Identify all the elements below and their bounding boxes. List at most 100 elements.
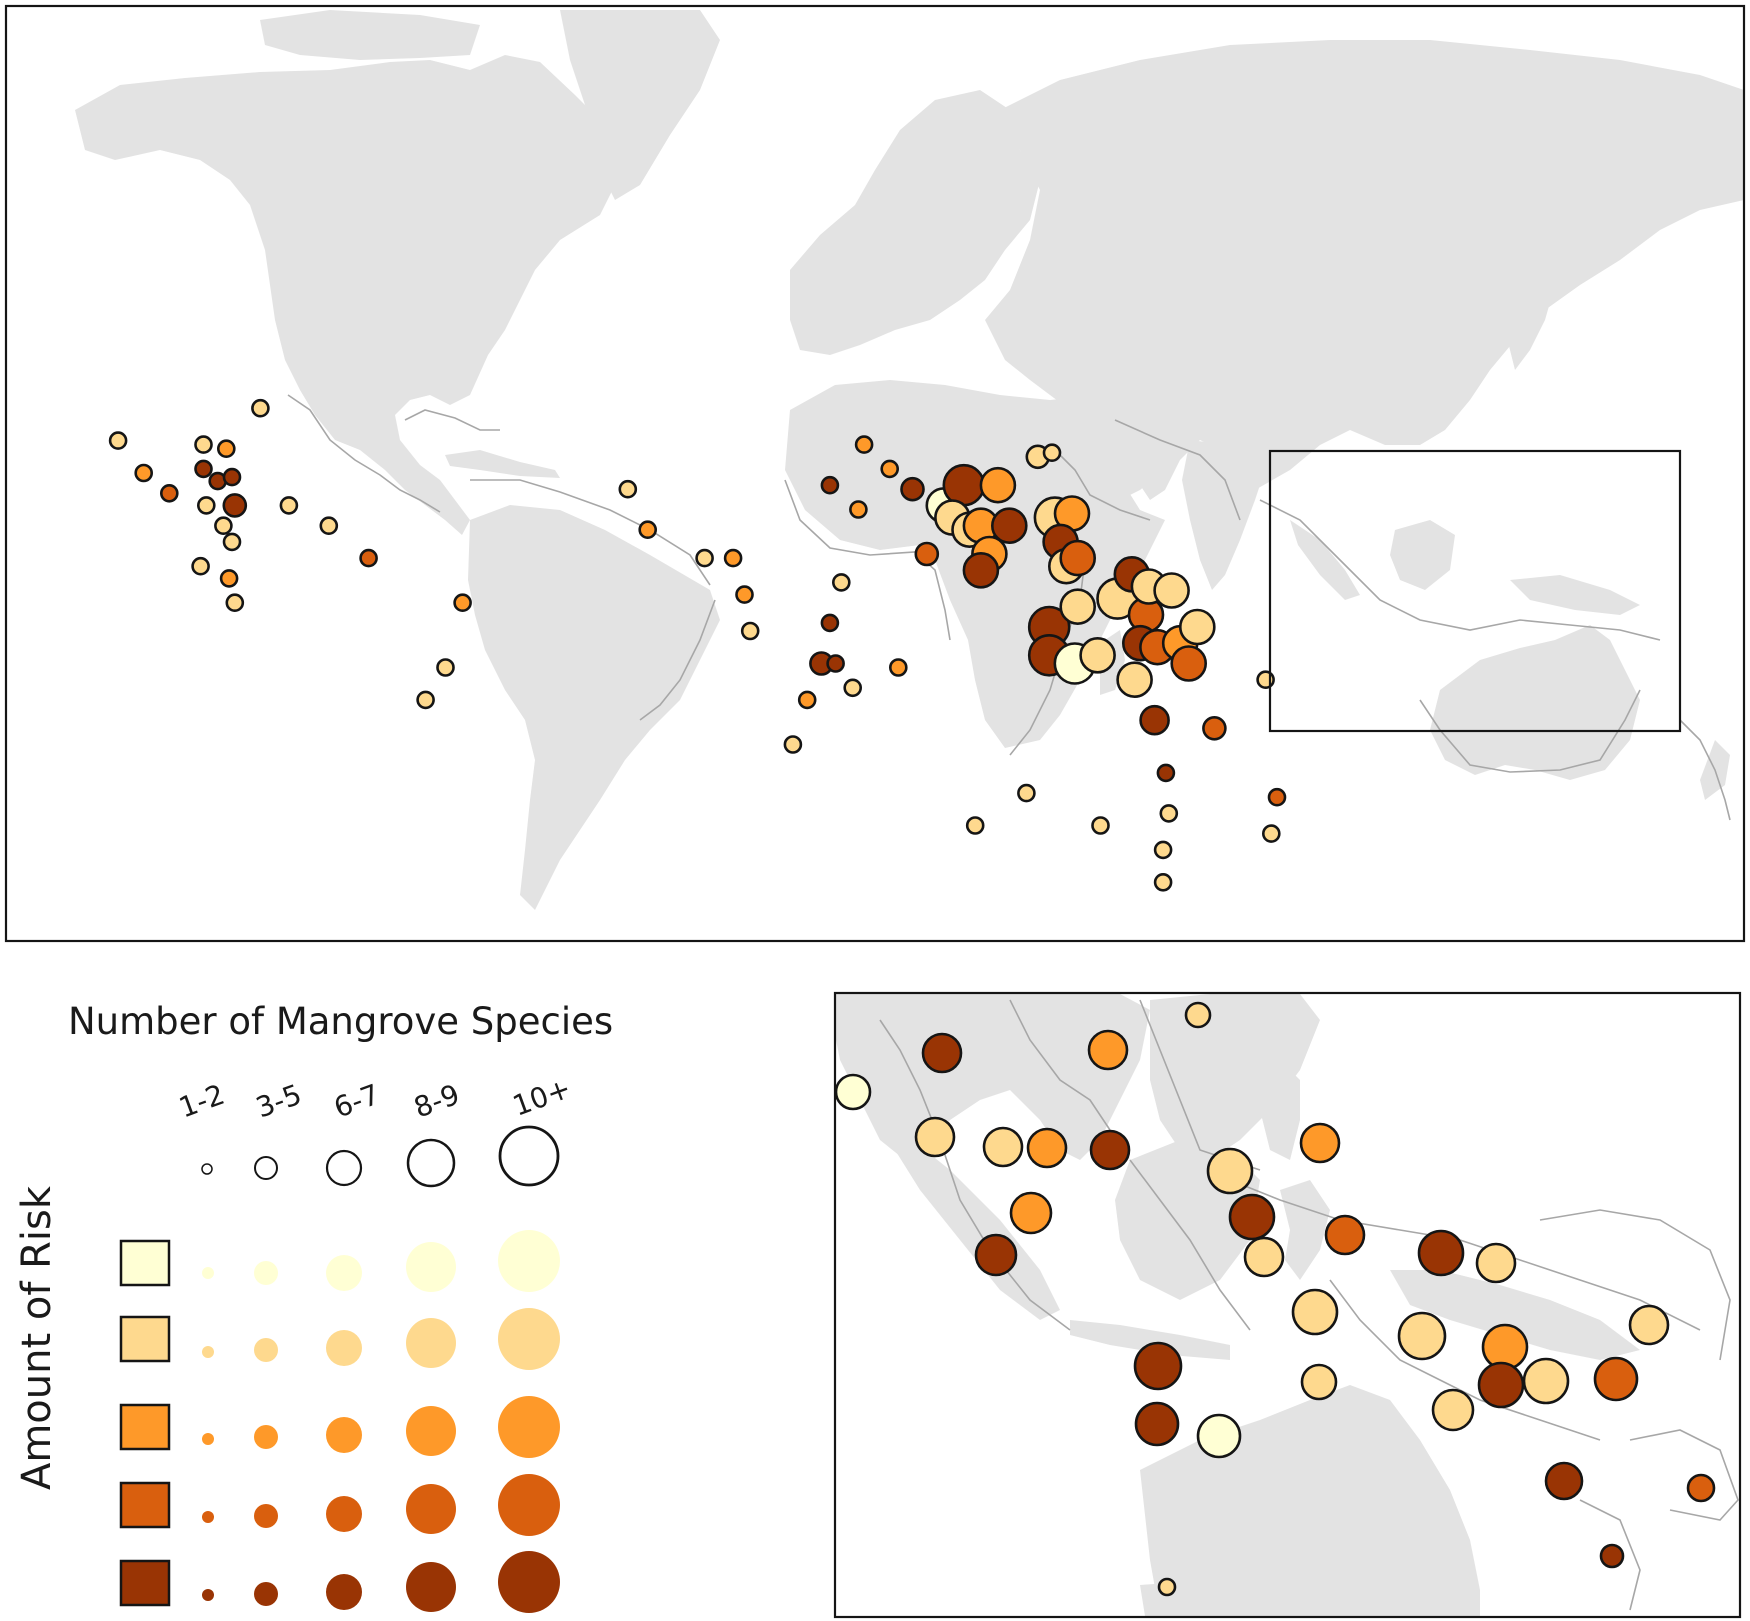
inset-new-guinea-land (1390, 1270, 1640, 1360)
world-site (1202, 715, 1227, 741)
world-site (854, 435, 874, 454)
world-site (108, 431, 128, 450)
inset-site (1087, 1029, 1129, 1071)
legend-matrix-dot (326, 1255, 362, 1291)
size-circle-5 (498, 1125, 560, 1187)
legend-matrix-dot (498, 1308, 560, 1370)
inset-site (1300, 1363, 1338, 1401)
ecoregion-west-africa (784, 479, 951, 641)
risk-swatch-5 (119, 1559, 171, 1607)
world-site (225, 593, 245, 613)
inset-site (1184, 1001, 1212, 1029)
inset-site (1397, 1311, 1447, 1361)
legend-matrix-dot (326, 1574, 362, 1610)
ecoregion-outlines (287, 394, 1731, 821)
world-site (359, 548, 378, 568)
legend-matrix-dot (406, 1242, 456, 1292)
borneo-land (1390, 520, 1455, 590)
risk-swatch-3 (119, 1403, 171, 1451)
legend-risk-swatches (119, 1239, 171, 1607)
world-site (197, 496, 216, 515)
inset-site (1299, 1122, 1341, 1164)
world-site (1153, 840, 1173, 860)
legend-matrix-dot (254, 1504, 278, 1528)
world-site (416, 690, 435, 710)
world-site (1017, 783, 1036, 803)
inset-site (974, 1233, 1018, 1277)
size-circle-2 (254, 1156, 278, 1180)
legend-matrix-dot (254, 1338, 278, 1362)
world-site (965, 816, 985, 835)
world-site (820, 475, 840, 495)
world-site (843, 678, 863, 698)
world-site (826, 654, 845, 673)
inset-australia-land (1140, 1385, 1480, 1616)
world-site (1139, 704, 1170, 736)
world-map (75, 10, 1744, 910)
inset-site (1157, 1577, 1177, 1597)
world-site (160, 483, 179, 503)
world-site (942, 463, 986, 507)
legend-matrix-dot (254, 1261, 278, 1285)
size-circle-1 (201, 1163, 213, 1175)
inset-java-land (1070, 1320, 1230, 1360)
world-site (880, 459, 900, 479)
inset-philippines-land (1260, 1060, 1300, 1160)
sumatra-land (1290, 520, 1360, 600)
legend: Number of Mangrove Species Amount of Ris… (14, 1000, 613, 1613)
world-site (1059, 539, 1096, 577)
legend-matrix-dot (254, 1425, 278, 1449)
world-site (990, 507, 1028, 545)
world-site (1256, 670, 1275, 690)
world-site (1116, 661, 1153, 699)
legend-matrix-dot (202, 1589, 214, 1601)
legend-matrix-dot (326, 1496, 362, 1532)
inset-site (1431, 1388, 1475, 1432)
legend-matrix-dot (498, 1230, 560, 1292)
japan-land (1505, 270, 1555, 370)
world-site (1267, 787, 1287, 807)
inset-ecoregion-2 (1009, 999, 1111, 1131)
legend-matrix-dot (202, 1433, 214, 1445)
inset-site (1089, 1129, 1131, 1171)
inset-site (1599, 1543, 1625, 1569)
ecoregion-caribbean (470, 479, 711, 586)
world-site (695, 548, 714, 568)
inset-ecoregion-3 (1129, 1159, 1251, 1331)
ecoregion-se-asia (1259, 499, 1661, 641)
legend-matrix-dot (406, 1406, 456, 1456)
world-site (219, 569, 239, 588)
legend-matrix-dot (498, 1396, 560, 1458)
inset-map-frame (833, 991, 1742, 1619)
world-site (222, 493, 248, 518)
north-america-land (75, 55, 620, 535)
legend-size-labels: 1-2 3-5 6-7 8-9 10+ (175, 1071, 576, 1124)
world-site (797, 690, 817, 710)
europe-land (790, 90, 1040, 355)
inset-mainland-asia-land (836, 994, 1150, 1160)
legend-size-title: Number of Mangrove Species (68, 1000, 613, 1043)
world-site (214, 516, 233, 536)
world-site (962, 551, 1000, 589)
world-map-frame (4, 4, 1746, 943)
inset-site (921, 1032, 963, 1074)
legend-matrix-dot (202, 1346, 214, 1358)
size-circle-4 (406, 1138, 456, 1188)
inset-extent-box (1268, 449, 1682, 733)
world-site (134, 463, 153, 483)
inset-site (1417, 1229, 1465, 1277)
inset-site (1522, 1357, 1570, 1405)
world-site (1170, 645, 1207, 682)
ecoregion-red-sea (1049, 444, 1151, 521)
ecoregion-brazil (639, 599, 716, 721)
legend-matrix-dot (406, 1484, 456, 1534)
legend-matrix-dot (326, 1417, 362, 1453)
cuba-land (445, 450, 560, 478)
world-site (217, 439, 236, 459)
inset-site (1228, 1193, 1276, 1241)
size-circle-3 (325, 1149, 363, 1187)
arctic-islands-land (260, 10, 480, 60)
inset-site (1134, 1401, 1180, 1447)
inset-site (1009, 1191, 1053, 1235)
world-site (1059, 588, 1096, 626)
